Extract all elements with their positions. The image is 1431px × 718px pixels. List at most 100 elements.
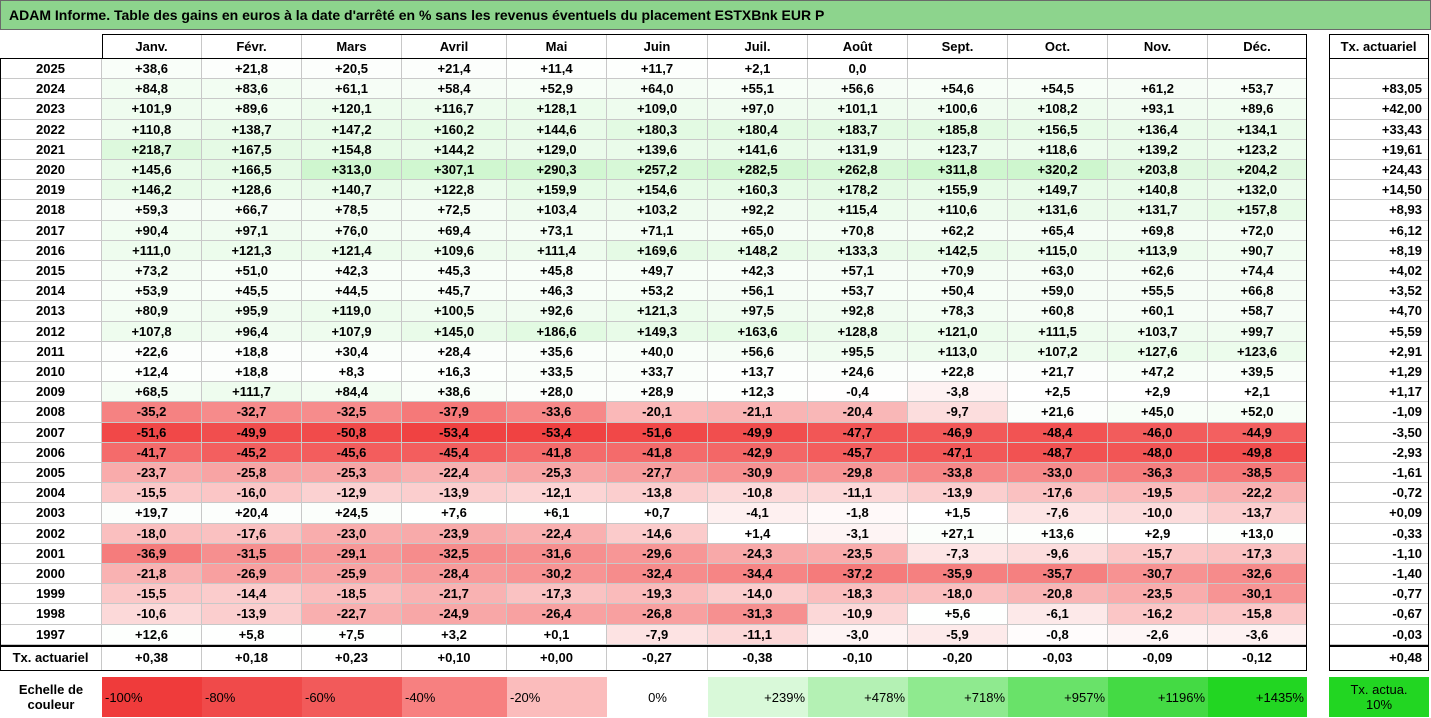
value-cell: +73,2 [102, 261, 202, 282]
value-cell: +84,8 [102, 79, 202, 100]
value-cell: -48,0 [1108, 442, 1208, 463]
value-cell: -16,2 [1108, 604, 1208, 625]
value-cell: +74,4 [1208, 261, 1307, 282]
value-cell: +92,2 [708, 200, 808, 221]
scale-label: Echelle de couleur [18, 682, 84, 712]
value-cell: -49,9 [202, 422, 302, 443]
value-cell: +149,7 [1008, 180, 1108, 201]
rate-cell: +6,12 [1329, 220, 1429, 241]
value-cell: +61,2 [1108, 79, 1208, 100]
year-cell: 2019 [0, 180, 102, 201]
value-cell: +140,8 [1108, 180, 1208, 201]
footer-cell: +0,38 [102, 645, 202, 671]
value-cell: +69,4 [402, 220, 507, 241]
value-cell: -1,8 [808, 503, 908, 524]
year-cell: 2000 [0, 564, 102, 585]
value-cell: +183,7 [808, 119, 908, 140]
value-cell: +45,5 [202, 281, 302, 302]
value-cell: +185,8 [908, 119, 1008, 140]
value-cell: +58,7 [1208, 301, 1307, 322]
value-cell: +53,2 [607, 281, 708, 302]
footer-cell: -0,12 [1208, 645, 1307, 671]
value-cell: +21,7 [1008, 362, 1108, 383]
rate-cell: -0,67 [1329, 604, 1429, 625]
year-cell: 2013 [0, 301, 102, 322]
value-cell: +113,0 [908, 341, 1008, 362]
value-cell: -7,9 [607, 624, 708, 645]
year-cell: 2010 [0, 362, 102, 383]
value-cell: -49,9 [708, 422, 808, 443]
value-cell: +12,3 [708, 382, 808, 403]
value-cell: +90,4 [102, 220, 202, 241]
scale-step: -20% [507, 677, 607, 717]
value-cell: -13,9 [202, 604, 302, 625]
year-cell: 2012 [0, 321, 102, 342]
value-cell: -16,0 [202, 483, 302, 504]
scale-step: -60% [302, 677, 402, 717]
value-cell: +78,5 [302, 200, 402, 221]
value-cell: -32,4 [607, 564, 708, 585]
value-cell: -0,8 [1008, 624, 1108, 645]
value-cell: +78,3 [908, 301, 1008, 322]
value-cell: -41,7 [102, 442, 202, 463]
value-cell: -32,7 [202, 402, 302, 423]
value-cell: -20,4 [808, 402, 908, 423]
value-cell: -30,7 [1108, 564, 1208, 585]
value-cell: -30,9 [708, 463, 808, 484]
value-cell: -45,7 [808, 442, 908, 463]
value-cell: -0,4 [808, 382, 908, 403]
value-cell: +131,9 [808, 139, 908, 160]
value-cell: +5,8 [202, 624, 302, 645]
column-header: Mars [302, 34, 402, 59]
value-cell: +72,5 [402, 200, 507, 221]
value-cell: +111,4 [507, 240, 607, 261]
value-cell: +142,5 [908, 240, 1008, 261]
value-cell: +80,9 [102, 301, 202, 322]
footer-cell: -0,09 [1108, 645, 1208, 671]
value-cell: +154,8 [302, 139, 402, 160]
value-cell: +107,9 [302, 321, 402, 342]
value-cell: +89,6 [1208, 99, 1307, 120]
rate-cell: +5,59 [1329, 321, 1429, 342]
value-cell: +128,1 [507, 99, 607, 120]
value-cell: -23,5 [808, 543, 908, 564]
value-cell: -17,3 [1208, 543, 1307, 564]
value-cell: +129,0 [507, 139, 607, 160]
value-cell: +282,5 [708, 160, 808, 181]
value-cell: +76,0 [302, 220, 402, 241]
value-cell: +16,3 [402, 362, 507, 383]
value-cell: +110,6 [908, 200, 1008, 221]
rate-cell: -1,61 [1329, 463, 1429, 484]
value-cell: -25,9 [302, 564, 402, 585]
year-cell: 1998 [0, 604, 102, 625]
value-cell: +159,9 [507, 180, 607, 201]
value-cell: -46,0 [1108, 422, 1208, 443]
value-cell: -29,6 [607, 543, 708, 564]
value-cell: +3,2 [402, 624, 507, 645]
value-cell: +109,0 [607, 99, 708, 120]
footer-cell: -0,20 [908, 645, 1008, 671]
value-cell: +65,0 [708, 220, 808, 241]
year-cell: 2023 [0, 99, 102, 120]
value-cell: +2,1 [1208, 382, 1307, 403]
value-cell: -32,6 [1208, 564, 1307, 585]
value-cell: -47,7 [808, 422, 908, 443]
rate-cell [1329, 59, 1429, 80]
value-cell: +39,5 [1208, 362, 1307, 383]
value-cell: +140,7 [302, 180, 402, 201]
value-cell: +139,6 [607, 139, 708, 160]
scale-step: +1435% [1208, 677, 1307, 717]
value-cell: +6,1 [507, 503, 607, 524]
footer-cell: +0,10 [402, 645, 507, 671]
value-cell: +13,6 [1008, 523, 1108, 544]
value-cell: +54,6 [908, 79, 1008, 100]
year-cell: 2011 [0, 341, 102, 362]
rate-cell: +4,02 [1329, 261, 1429, 282]
value-cell: -33,6 [507, 402, 607, 423]
value-cell: -19,5 [1108, 483, 1208, 504]
value-cell: +262,8 [808, 160, 908, 181]
value-cell: +59,0 [1008, 281, 1108, 302]
value-cell: +96,4 [202, 321, 302, 342]
value-cell: +33,5 [507, 362, 607, 383]
value-cell: +103,7 [1108, 321, 1208, 342]
